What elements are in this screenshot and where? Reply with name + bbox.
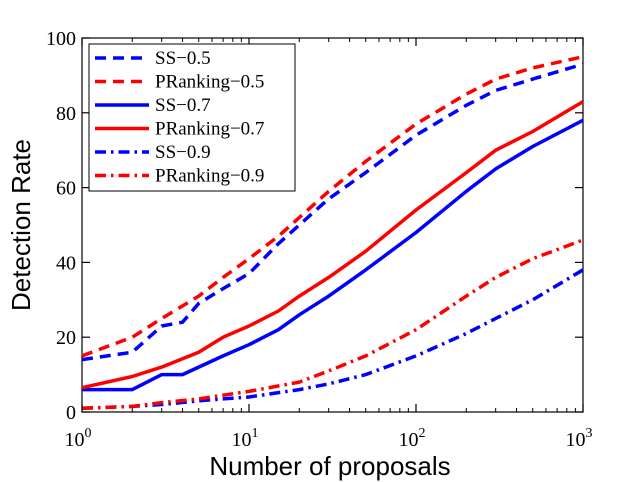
y-tick-label: 40	[56, 252, 76, 274]
x-axis: 100 101 102 103	[65, 38, 593, 451]
legend-label-2: PRanking−0.5	[155, 72, 264, 93]
y-tick-label: 100	[46, 28, 76, 50]
series-line-3	[82, 118, 584, 392]
y-tick-label: 80	[56, 103, 76, 125]
y-tick-label: 60	[56, 178, 76, 200]
x-tick-label: 103	[566, 426, 593, 451]
legend-label-3: SS−0.7	[155, 95, 211, 116]
legend-label-5: SS−0.9	[155, 142, 211, 163]
y-tick-label: 20	[56, 327, 76, 349]
series-line-1	[81, 62, 584, 362]
y-axis-label: Detection Rate	[6, 139, 36, 311]
legend-label-6: PRanking−0.9	[155, 166, 264, 187]
x-tick-label: 100	[65, 426, 92, 451]
legend-label-1: SS−0.5	[155, 48, 211, 69]
series-line-4	[81, 100, 584, 390]
legend-label-4: PRanking−0.7	[155, 119, 264, 140]
x-axis-label: Number of proposals	[209, 451, 450, 481]
x-tick-label: 101	[232, 426, 259, 451]
y-axis: 0 20 40 60 80 100	[46, 28, 583, 424]
series-layer	[81, 54, 584, 411]
y-tick-label: 0	[66, 402, 76, 424]
legend: SS−0.5 PRanking−0.5SS−0.7 PRanking−0.7SS−0…	[88, 43, 296, 192]
x-tick-label: 102	[399, 426, 426, 451]
legend-box	[88, 43, 296, 192]
series-line-2	[81, 54, 584, 358]
